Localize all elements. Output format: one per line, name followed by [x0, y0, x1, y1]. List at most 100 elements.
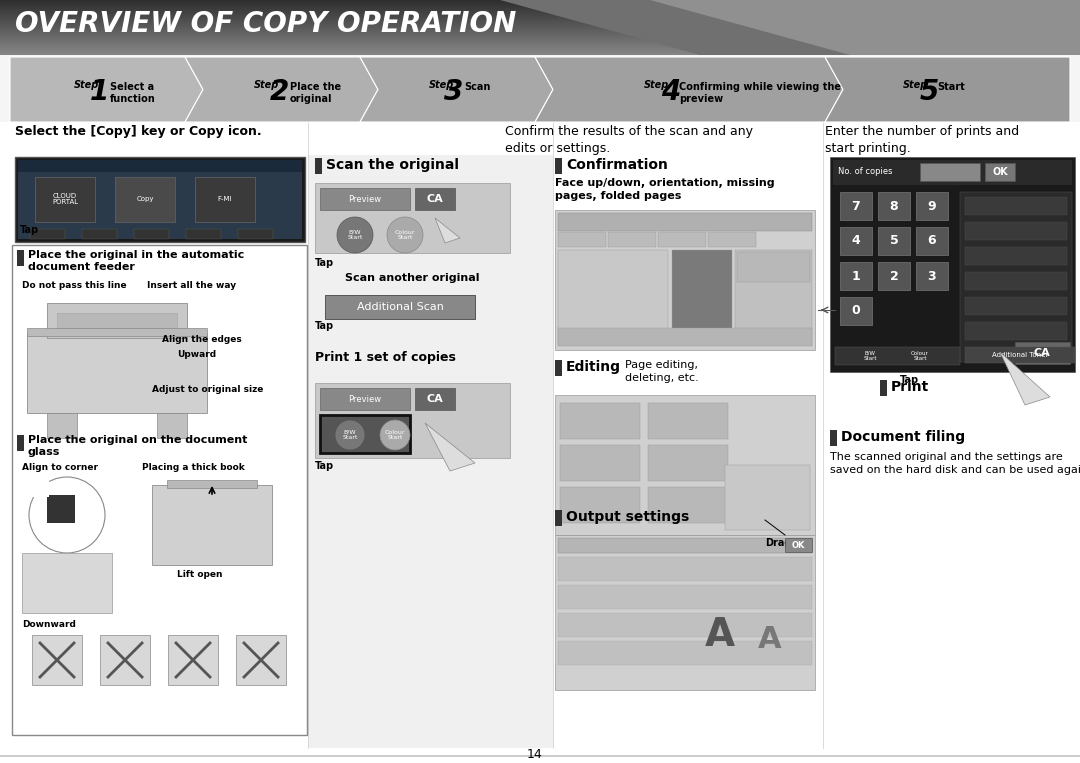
Bar [17, 435, 24, 451]
Text: A: A [758, 626, 782, 655]
Bar [831, 430, 837, 446]
Text: Adjust to original size: Adjust to original size [152, 385, 264, 394]
Bar [114, 177, 175, 222]
Bar [561, 487, 640, 523]
Bar [0, 22, 1080, 23]
Text: 3: 3 [928, 269, 936, 282]
Text: Place the original in the automatic
document feeder: Place the original in the automatic docu… [28, 250, 244, 272]
Bar [835, 347, 960, 365]
Bar [0, 25, 1080, 26]
Bar [0, 8, 1080, 9]
Text: Tap: Tap [315, 258, 334, 268]
Bar [48, 495, 75, 523]
Text: Colour
Start: Colour Start [395, 230, 415, 240]
Text: preview: preview [679, 94, 724, 104]
Bar [27, 328, 207, 336]
Bar [29, 477, 49, 497]
Text: Print: Print [891, 380, 929, 394]
Bar [0, 40, 1080, 41]
Polygon shape [435, 218, 460, 243]
Bar [32, 635, 82, 685]
Text: Page editing,
deleting, etc.: Page editing, deleting, etc. [625, 360, 699, 383]
Bar [82, 229, 117, 239]
Text: Upward: Upward [177, 350, 216, 359]
Bar [735, 250, 812, 345]
Bar [320, 388, 410, 410]
Bar [0, 50, 1080, 51]
Bar [0, 20, 1080, 21]
Bar [558, 538, 812, 553]
Bar [18, 160, 302, 239]
Bar [0, 10, 1080, 11]
Text: 1: 1 [852, 269, 861, 282]
Bar [0, 35, 1080, 36]
Bar [920, 163, 980, 181]
Bar [0, 12, 1080, 13]
Text: The scanned original and the settings are
saved on the hard disk and can be used: The scanned original and the settings ar… [831, 452, 1080, 475]
Bar [0, 13, 1080, 14]
Bar [27, 333, 207, 413]
Bar [22, 553, 112, 613]
Bar [658, 232, 706, 247]
Text: F-Ml: F-Ml [218, 196, 232, 202]
Bar [555, 210, 815, 350]
Text: Select the [Copy] key or Copy icon.: Select the [Copy] key or Copy icon. [15, 125, 261, 138]
Bar [0, 34, 1080, 35]
Text: Step: Step [75, 81, 99, 91]
Bar [0, 31, 1080, 32]
Text: Colour
Start: Colour Start [912, 351, 929, 361]
Bar [168, 635, 218, 685]
Text: Scan another original: Scan another original [345, 273, 480, 283]
Bar [35, 177, 95, 222]
Text: Step: Step [429, 81, 454, 91]
Bar [558, 232, 606, 247]
Bar [558, 557, 812, 581]
Bar [0, 18, 1080, 19]
Bar [831, 157, 1075, 372]
Text: Start: Start [937, 82, 966, 92]
Bar [237, 635, 286, 685]
Bar [320, 415, 410, 453]
Bar [195, 177, 255, 222]
Bar [0, 23, 1080, 24]
Bar [880, 380, 887, 396]
Bar [0, 48, 1080, 49]
Text: Select a: Select a [110, 82, 154, 92]
Text: Additional Toner: Additional Toner [991, 352, 1048, 358]
Bar [966, 272, 1067, 290]
Text: Align to corner: Align to corner [22, 463, 98, 472]
Bar [966, 322, 1067, 340]
Text: Colour
Start: Colour Start [384, 430, 405, 440]
Text: 5: 5 [890, 234, 899, 247]
Polygon shape [185, 57, 378, 122]
Bar [134, 229, 168, 239]
Bar [0, 3, 1080, 4]
Bar [0, 29, 1080, 30]
Text: 5: 5 [919, 78, 939, 105]
Text: Face up/down, orientation, missing
pages, folded pages: Face up/down, orientation, missing pages… [555, 178, 774, 201]
Bar [840, 227, 872, 255]
Text: 7: 7 [852, 199, 861, 213]
Bar [0, 47, 1080, 48]
Text: 3: 3 [445, 78, 463, 105]
Bar [840, 297, 872, 325]
Bar [708, 232, 756, 247]
Text: 2: 2 [270, 78, 288, 105]
Bar [985, 163, 1015, 181]
Bar [1015, 342, 1070, 364]
Bar [315, 158, 322, 174]
Text: original: original [289, 94, 332, 104]
Bar [0, 14, 1080, 15]
Text: CA: CA [1034, 348, 1051, 358]
Text: Insert all the way: Insert all the way [147, 281, 237, 290]
Bar [152, 485, 272, 565]
Bar [960, 192, 1072, 362]
Bar [48, 303, 187, 338]
Bar [0, 45, 1080, 46]
Bar [0, 15, 1080, 16]
Text: Enter the number of prints and
start printing.: Enter the number of prints and start pri… [825, 125, 1020, 155]
Bar [18, 160, 302, 172]
Bar [737, 252, 810, 282]
Bar [0, 4, 1080, 5]
Text: Output settings: Output settings [566, 510, 689, 524]
